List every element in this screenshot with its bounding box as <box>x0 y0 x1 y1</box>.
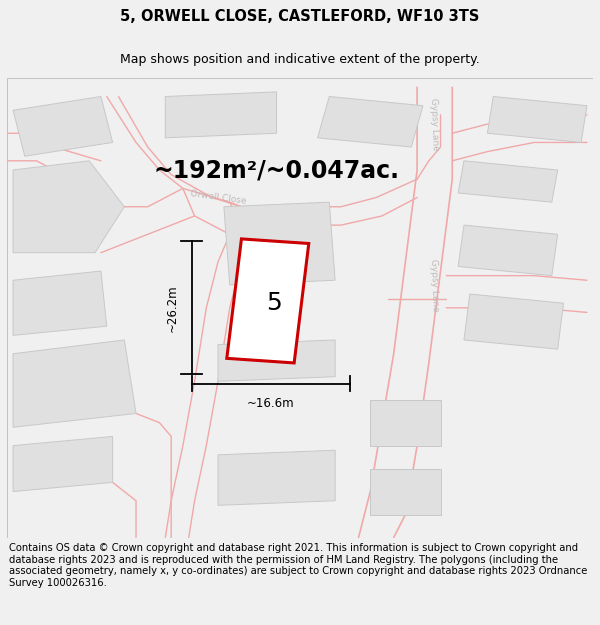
Polygon shape <box>458 225 557 276</box>
Text: Gypsy Lane: Gypsy Lane <box>429 98 440 151</box>
Polygon shape <box>464 294 563 349</box>
Text: 5, ORWELL CLOSE, CASTLEFORD, WF10 3TS: 5, ORWELL CLOSE, CASTLEFORD, WF10 3TS <box>121 9 479 24</box>
Polygon shape <box>317 96 423 147</box>
Text: Orwell Close: Orwell Close <box>190 189 247 206</box>
Polygon shape <box>227 239 309 363</box>
Polygon shape <box>13 436 113 491</box>
Text: Map shows position and indicative extent of the property.: Map shows position and indicative extent… <box>120 53 480 66</box>
Text: ~192m²/~0.047ac.: ~192m²/~0.047ac. <box>154 158 400 182</box>
Polygon shape <box>224 202 335 285</box>
Polygon shape <box>13 271 107 336</box>
Text: ~16.6m: ~16.6m <box>247 398 295 411</box>
Text: Gypsy Lane: Gypsy Lane <box>429 258 440 311</box>
Polygon shape <box>370 469 440 514</box>
Polygon shape <box>13 161 124 252</box>
Polygon shape <box>370 400 440 446</box>
Polygon shape <box>218 340 335 381</box>
Polygon shape <box>13 96 113 156</box>
Polygon shape <box>487 96 587 142</box>
Text: ~26.2m: ~26.2m <box>166 284 179 332</box>
Polygon shape <box>218 450 335 506</box>
Polygon shape <box>458 161 557 202</box>
Text: Contains OS data © Crown copyright and database right 2021. This information is : Contains OS data © Crown copyright and d… <box>9 543 587 588</box>
Polygon shape <box>13 340 136 428</box>
Polygon shape <box>166 92 277 138</box>
Text: 5: 5 <box>266 291 281 315</box>
